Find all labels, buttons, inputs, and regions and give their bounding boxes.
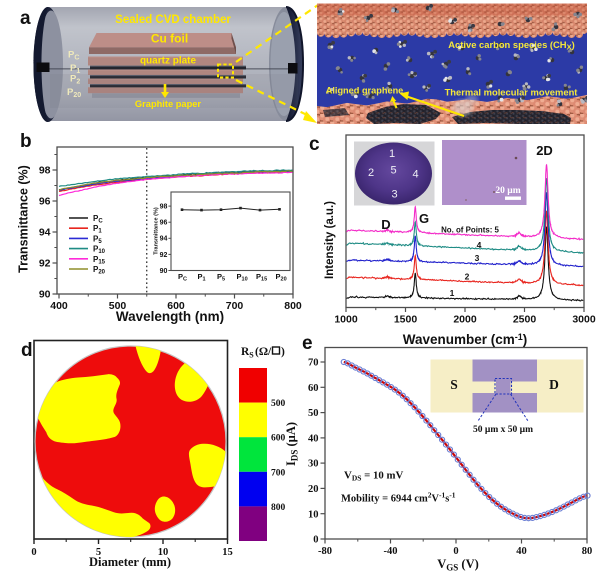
svg-text:700: 700 <box>226 300 244 312</box>
svg-text:5: 5 <box>96 547 101 558</box>
svg-text:P15: P15 <box>93 255 106 266</box>
svg-text:20 µm: 20 µm <box>495 186 520 196</box>
svg-text:20: 20 <box>308 484 319 495</box>
svg-text:3: 3 <box>391 189 397 201</box>
svg-text:40: 40 <box>308 434 319 445</box>
svg-text:Sealed CVD chamber: Sealed CVD chamber <box>115 14 231 26</box>
svg-text:P5: P5 <box>217 272 225 282</box>
svg-text:700: 700 <box>271 468 286 478</box>
svg-text:Active carbon species (CHX): Active carbon species (CHX) <box>448 39 574 52</box>
svg-text:Transmittance (%): Transmittance (%) <box>154 207 160 255</box>
svg-text:92: 92 <box>160 252 168 259</box>
svg-text:96: 96 <box>160 220 168 227</box>
svg-text:40: 40 <box>516 546 527 557</box>
svg-text:70: 70 <box>308 358 319 369</box>
svg-text:94: 94 <box>39 227 51 239</box>
svg-text:-80: -80 <box>318 546 332 557</box>
svg-text:90: 90 <box>39 289 51 301</box>
svg-text:e: e <box>302 333 313 354</box>
svg-text:50: 50 <box>308 408 319 419</box>
svg-text:P15: P15 <box>256 272 267 282</box>
svg-text:PC: PC <box>93 214 103 225</box>
svg-text:10: 10 <box>308 509 319 520</box>
svg-text:80: 80 <box>582 546 593 557</box>
svg-text:R: R <box>241 346 250 358</box>
svg-text:60: 60 <box>308 383 319 394</box>
svg-text:500: 500 <box>109 300 127 312</box>
svg-text:P2: P2 <box>70 74 80 86</box>
svg-text:10: 10 <box>158 547 169 558</box>
svg-text:1000: 1000 <box>334 314 358 326</box>
svg-text:Cu foil: Cu foil <box>151 32 188 46</box>
svg-text:0: 0 <box>313 535 318 546</box>
svg-text:VDS = 10 mV: VDS = 10 mV <box>344 470 403 483</box>
svg-text:500: 500 <box>271 399 286 409</box>
svg-text:800: 800 <box>271 503 286 513</box>
svg-text:50 µm x 50 µm: 50 µm x 50 µm <box>473 425 533 435</box>
svg-text:P20: P20 <box>93 265 106 276</box>
svg-text:c: c <box>309 134 320 155</box>
svg-text:2: 2 <box>465 272 470 282</box>
svg-text:400: 400 <box>50 300 68 312</box>
svg-text:92: 92 <box>39 258 51 270</box>
svg-text:P10: P10 <box>93 245 106 256</box>
svg-text:P1: P1 <box>70 63 80 75</box>
svg-text:Graphite paper: Graphite paper <box>135 99 202 109</box>
svg-text:): ) <box>281 346 285 358</box>
svg-text:No. of Points: 5: No. of Points: 5 <box>441 226 499 235</box>
svg-text:d: d <box>21 340 33 361</box>
svg-text:0: 0 <box>453 546 458 557</box>
svg-text:Wavelength (nm): Wavelength (nm) <box>116 309 224 324</box>
svg-text:2500: 2500 <box>513 314 537 326</box>
svg-text:4: 4 <box>477 240 482 250</box>
svg-text:P1: P1 <box>198 272 206 282</box>
svg-text:94: 94 <box>160 236 168 243</box>
svg-text:D: D <box>549 377 559 392</box>
svg-text:b: b <box>20 131 32 152</box>
svg-text:5: 5 <box>390 165 396 177</box>
svg-text:30: 30 <box>308 459 319 470</box>
svg-text:15: 15 <box>222 547 233 558</box>
svg-text:Intensity (a.u.): Intensity (a.u.) <box>324 201 336 279</box>
svg-text:P5: P5 <box>93 234 102 245</box>
svg-text:98: 98 <box>160 204 168 211</box>
svg-text:2D: 2D <box>536 143 553 158</box>
svg-text:(Ω/: (Ω/ <box>255 346 272 358</box>
svg-text:P10: P10 <box>237 272 248 282</box>
svg-text:S: S <box>249 351 254 360</box>
svg-text:3: 3 <box>475 253 480 263</box>
svg-text:600: 600 <box>167 300 185 312</box>
svg-text:1500: 1500 <box>394 314 418 326</box>
svg-text:3000: 3000 <box>572 314 596 326</box>
svg-text:D: D <box>381 217 390 232</box>
svg-text:G: G <box>419 211 429 226</box>
svg-text:Wavenumber (cm-1): Wavenumber (cm-1) <box>403 332 528 347</box>
svg-text:Mobility = 6944 cm2V-1s-1: Mobility = 6944 cm2V-1s-1 <box>341 491 456 505</box>
svg-text:P20: P20 <box>276 272 287 282</box>
svg-text:2000: 2000 <box>453 314 477 326</box>
svg-text:PC: PC <box>68 50 79 62</box>
svg-text:-40: -40 <box>384 546 398 557</box>
svg-text:600: 600 <box>271 434 286 444</box>
svg-text:Aligned graphene: Aligned graphene <box>326 86 404 96</box>
svg-text:98: 98 <box>39 165 51 177</box>
svg-text:Transmittance (%): Transmittance (%) <box>17 165 31 273</box>
svg-text:a: a <box>20 8 31 29</box>
svg-text:96: 96 <box>39 196 51 208</box>
svg-text:1: 1 <box>450 288 455 298</box>
svg-text:Thermal molecular movement: Thermal molecular movement <box>445 87 578 98</box>
svg-text:2: 2 <box>368 167 374 179</box>
svg-text:P1: P1 <box>93 224 102 235</box>
svg-text:Diameter (mm): Diameter (mm) <box>89 555 171 569</box>
svg-text:PC: PC <box>178 272 187 282</box>
svg-text:0: 0 <box>31 547 36 558</box>
svg-text:VGS (V): VGS (V) <box>437 557 479 573</box>
svg-text:S: S <box>450 377 458 392</box>
svg-text:800: 800 <box>284 300 302 312</box>
svg-text:4: 4 <box>412 169 418 181</box>
svg-text:1: 1 <box>389 148 395 160</box>
svg-text:90: 90 <box>160 268 168 275</box>
svg-text:quartz plate: quartz plate <box>140 56 197 67</box>
